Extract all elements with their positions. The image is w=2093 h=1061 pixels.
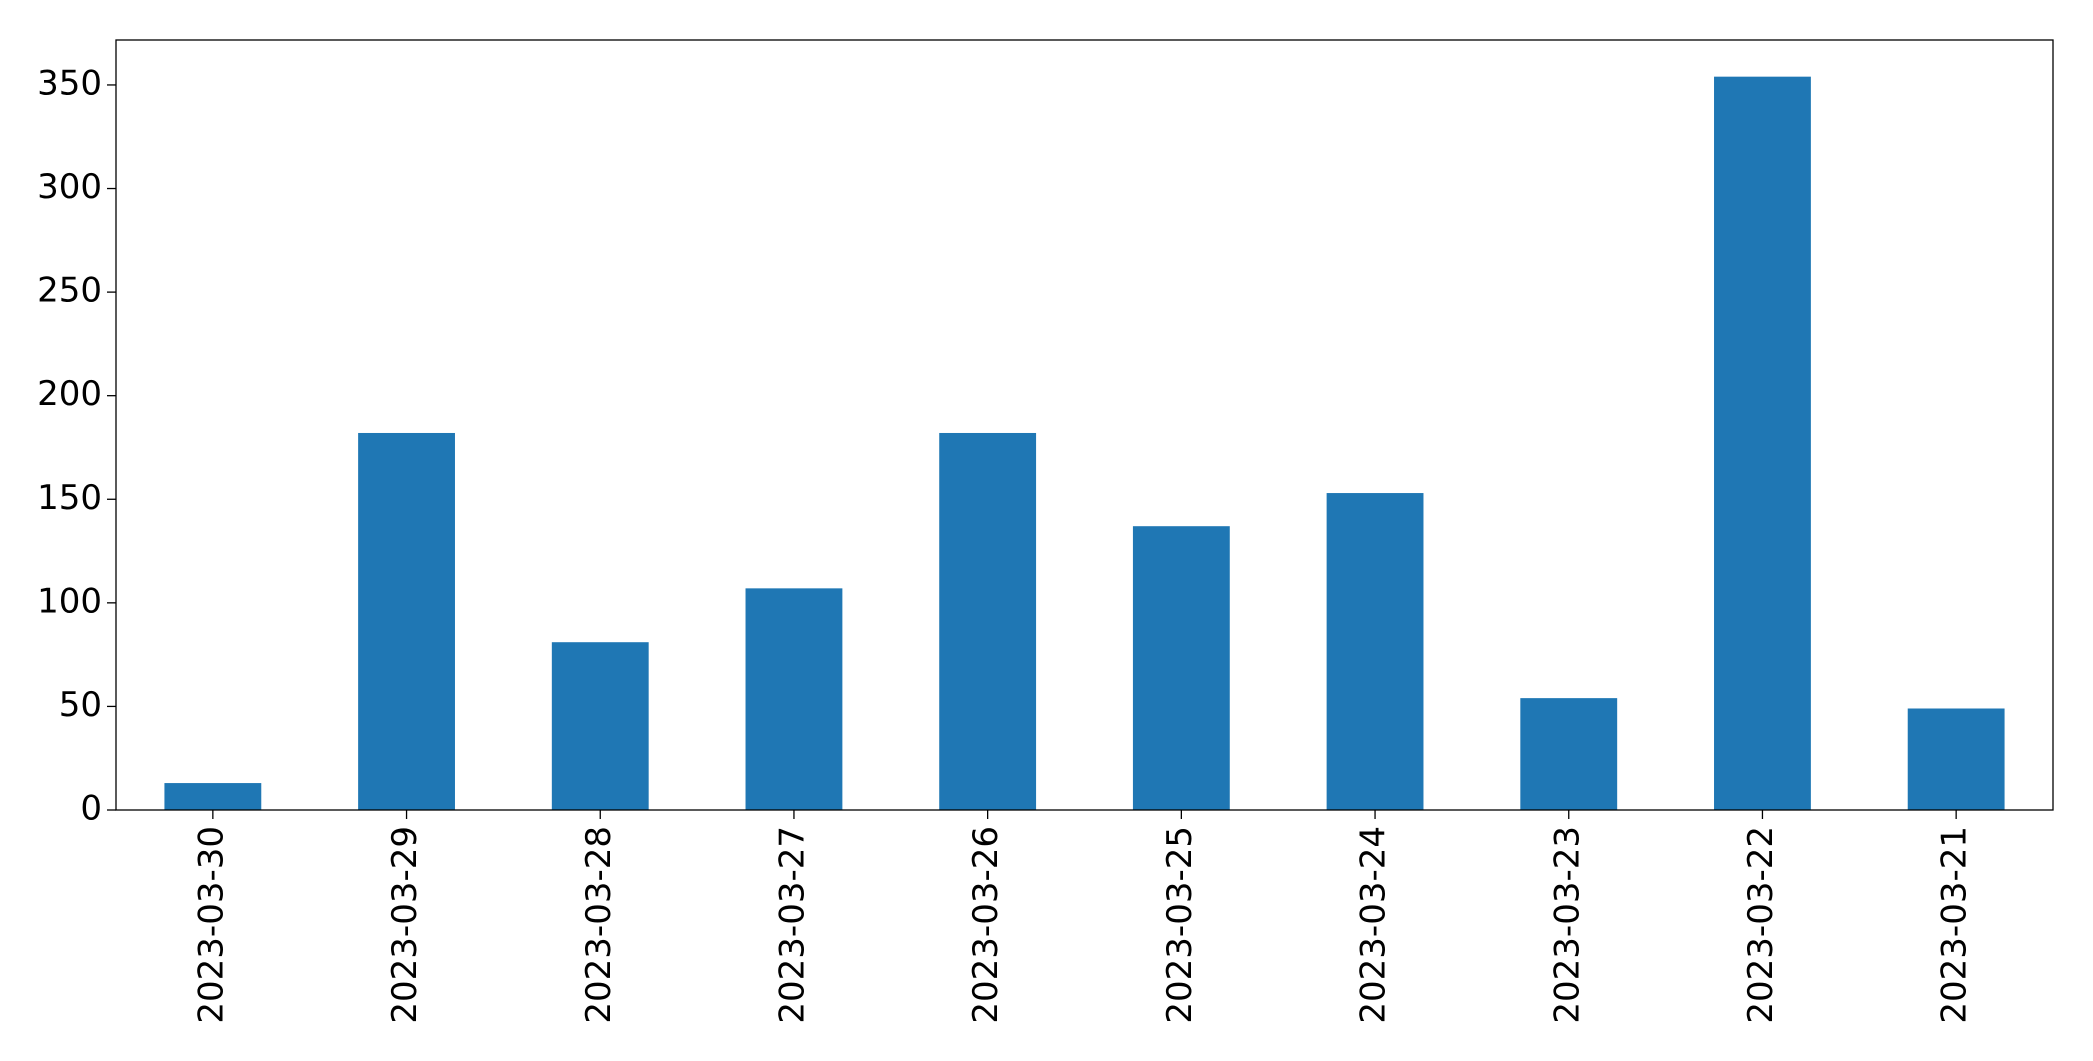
- bar: [358, 432, 455, 810]
- bar: [1326, 493, 1424, 810]
- x-tick-label: 2023-03-28: [579, 826, 619, 1024]
- bar: [164, 783, 262, 810]
- x-tick-label: 2023-03-29: [385, 826, 425, 1024]
- y-tick-label: 250: [37, 271, 102, 311]
- bar: [939, 432, 1037, 810]
- y-tick-label: 50: [59, 685, 102, 725]
- y-tick-label: 350: [37, 63, 102, 103]
- x-tick-label: 2023-03-22: [1741, 826, 1781, 1024]
- bar: [551, 642, 649, 810]
- bar: [1132, 526, 1230, 810]
- x-tick-label: 2023-03-23: [1547, 826, 1587, 1024]
- bar: [745, 588, 843, 810]
- x-tick-label: 2023-03-26: [966, 826, 1006, 1024]
- y-tick-label: 0: [80, 789, 102, 829]
- x-tick-label: 2023-03-30: [191, 826, 231, 1024]
- y-tick-label: 100: [37, 581, 102, 621]
- bar: [1907, 708, 2005, 810]
- y-tick-label: 300: [37, 167, 102, 207]
- y-tick-label: 200: [37, 374, 102, 414]
- x-tick-label: 2023-03-21: [1935, 826, 1975, 1024]
- x-tick-label: 2023-03-25: [1160, 826, 1200, 1024]
- bar: [1520, 698, 1618, 810]
- x-tick-label: 2023-03-27: [772, 826, 812, 1024]
- x-tick-label: 2023-03-24: [1354, 826, 1394, 1024]
- plot-frame: [115, 39, 2054, 811]
- bar: [1714, 76, 1811, 810]
- y-tick-label: 150: [37, 478, 102, 518]
